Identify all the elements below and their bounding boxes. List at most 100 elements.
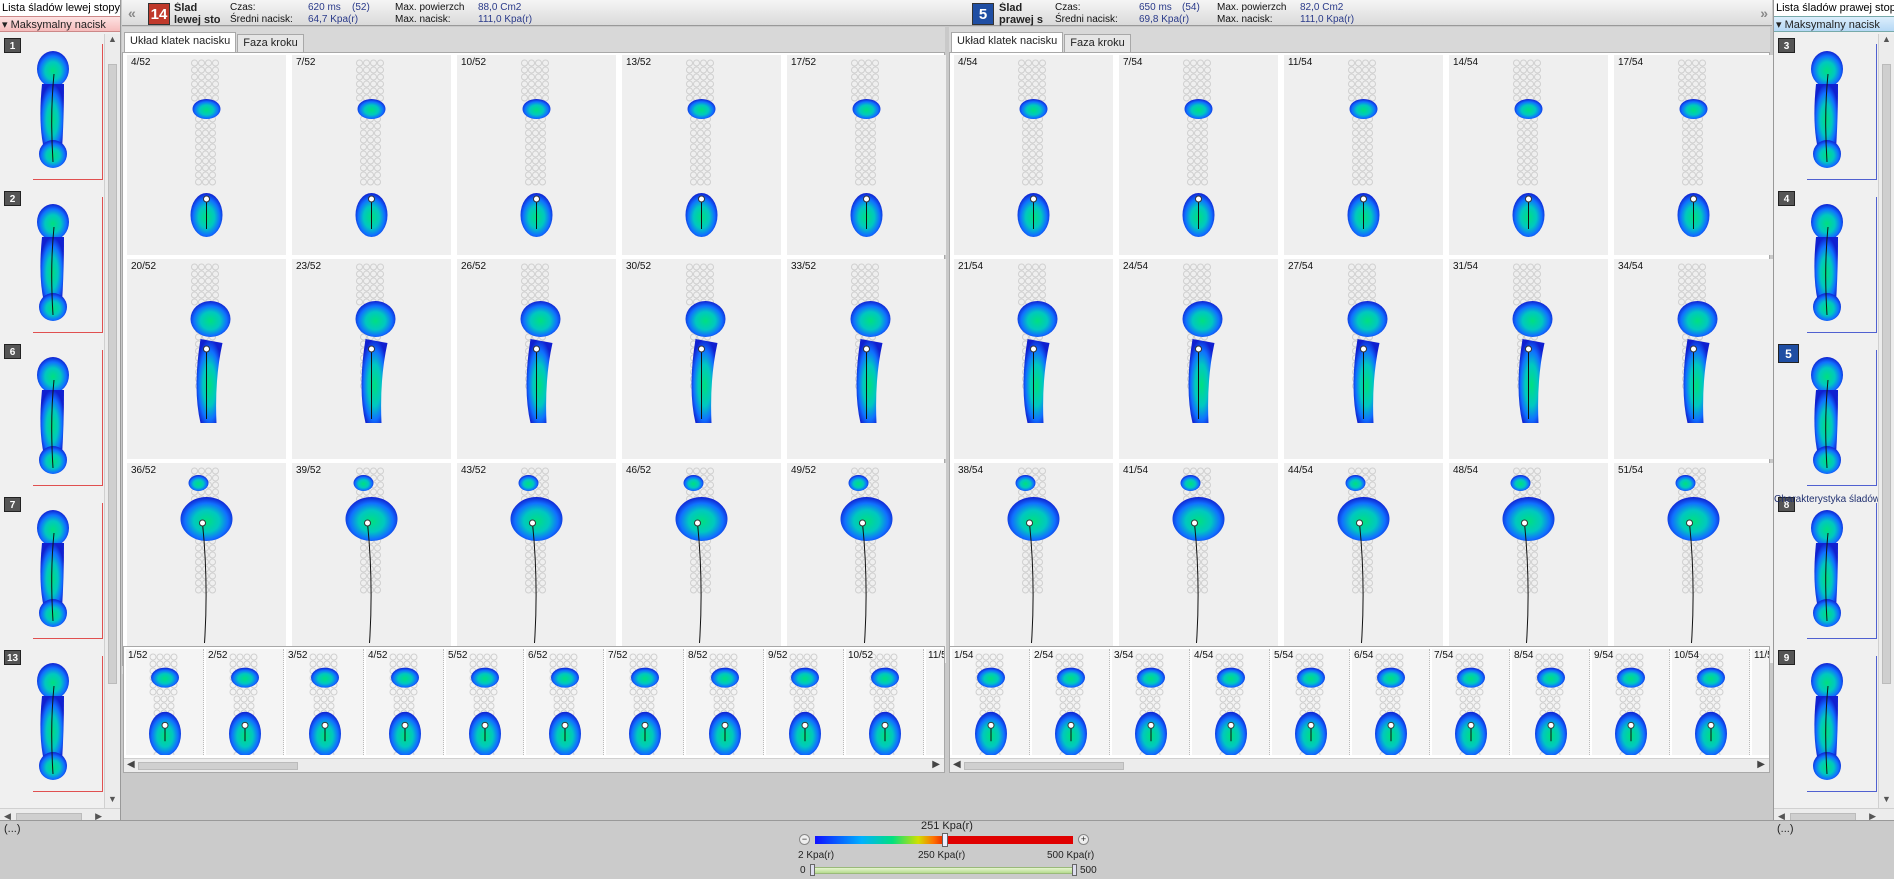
tab-frame-layout[interactable]: Układ klatek nacisku <box>951 32 1064 52</box>
pressure-frame[interactable]: 34/54 <box>1614 259 1773 459</box>
previous-footprint-icon[interactable]: « <box>128 5 136 21</box>
right-list-vscrollbar[interactable]: ▲ ▼ <box>1878 34 1894 808</box>
increase-icon[interactable]: + <box>1078 834 1089 845</box>
footprint-thumbnail[interactable]: 7 <box>0 493 104 643</box>
strip-frame[interactable]: 3/54 <box>1112 649 1190 772</box>
left-vscroll-thumb[interactable] <box>108 64 117 684</box>
strip-frame[interactable]: 1/54 <box>952 649 1030 772</box>
pressure-frame[interactable]: 36/52 <box>127 463 286 663</box>
pressure-frame[interactable]: 23/52 <box>292 259 451 459</box>
range-max-knob[interactable] <box>1072 864 1077 876</box>
pressure-frame[interactable]: 7/54 <box>1119 55 1278 255</box>
footprint-thumbnail[interactable]: 13 <box>0 646 104 796</box>
pressure-frame[interactable]: 20/52 <box>127 259 286 459</box>
scroll-left-icon[interactable]: ◀ <box>4 811 11 821</box>
strip-frame[interactable]: 8/52 <box>686 649 764 772</box>
footprint-thumbnail[interactable]: 4 <box>1774 187 1878 337</box>
pressure-frame[interactable]: 46/52 <box>622 463 781 663</box>
range-min-knob[interactable] <box>810 864 815 876</box>
pressure-frame[interactable]: 11/54 <box>1284 55 1443 255</box>
footprint-thumbnail[interactable]: 6 <box>0 340 104 490</box>
footprint-image <box>28 350 78 480</box>
footprint-thumbnail[interactable]: 1 <box>0 34 104 184</box>
footprint-thumbnail[interactable]: 3 <box>1774 34 1878 184</box>
pressure-frame[interactable]: 48/54 <box>1449 463 1608 663</box>
scroll-right-icon[interactable]: ▶ <box>932 759 940 770</box>
strip-frame[interactable]: 8/54 <box>1512 649 1590 772</box>
left-frame-strip[interactable]: 11/52 10/52 9/52 8/52 7/52 6/52 5/52 4/5… <box>123 646 945 773</box>
pressure-frame[interactable]: 44/54 <box>1284 463 1443 663</box>
strip-frame[interactable]: 11/54 <box>1752 649 1769 755</box>
pressure-frame[interactable]: 14/54 <box>1449 55 1608 255</box>
right-vscroll-thumb[interactable] <box>1882 64 1891 684</box>
pressure-range-slider[interactable] <box>811 867 1075 874</box>
strip-frame[interactable]: 4/54 <box>1192 649 1270 772</box>
footprint-thumbnail[interactable]: 2 <box>0 187 104 337</box>
footprint-thumbnail[interactable]: 8 <box>1774 493 1878 643</box>
pressure-scale-handle[interactable] <box>941 833 948 847</box>
strip-frame[interactable]: 7/52 <box>606 649 684 772</box>
scroll-left-icon[interactable]: ◀ <box>953 759 961 770</box>
pressure-frame[interactable]: 7/52 <box>292 55 451 255</box>
strip-frame[interactable]: 7/54 <box>1432 649 1510 772</box>
pressure-frame[interactable]: 33/52 <box>787 259 946 459</box>
pressure-frame[interactable]: 39/52 <box>292 463 451 663</box>
footprint-thumbnail[interactable]: 5 <box>1774 340 1878 490</box>
strip-frame[interactable]: 4/52 <box>366 649 444 772</box>
pressure-frame[interactable]: 31/54 <box>1449 259 1608 459</box>
strip-frame[interactable]: 11/52 <box>926 649 944 755</box>
strip-frame[interactable]: 10/52 <box>846 649 924 772</box>
right-list-mode-dropdown[interactable]: ▾ Maksymalny nacisk <box>1774 16 1894 32</box>
pressure-frame[interactable]: 38/54 <box>954 463 1113 663</box>
strip-frame[interactable]: 2/52 <box>206 649 284 772</box>
left-strip-hscrollbar[interactable]: ◀ ▶ <box>124 758 944 772</box>
strip-frame[interactable]: 3/52 <box>286 649 364 772</box>
pressure-frame[interactable]: 49/52 <box>787 463 946 663</box>
pressure-frame[interactable]: 17/52 <box>787 55 946 255</box>
right-frame-strip[interactable]: 11/54 10/54 9/54 8/54 7/54 6/54 5/54 4/5… <box>949 646 1770 773</box>
strip-frame[interactable]: 5/54 <box>1272 649 1350 772</box>
strip-frame[interactable]: 2/54 <box>1032 649 1110 772</box>
scroll-right-icon[interactable]: ▶ <box>1869 811 1876 821</box>
strip-frame[interactable]: 1/52 <box>126 649 204 772</box>
scroll-left-icon[interactable]: ◀ <box>127 759 135 770</box>
right-strip-scroll-thumb[interactable] <box>964 762 1124 770</box>
left-strip-scroll-thumb[interactable] <box>138 762 298 770</box>
scroll-right-icon[interactable]: ▶ <box>95 811 102 821</box>
pressure-frame[interactable]: 4/52 <box>127 55 286 255</box>
pressure-frame[interactable]: 27/54 <box>1284 259 1443 459</box>
footprint-image <box>28 503 78 633</box>
strip-frame[interactable]: 9/52 <box>766 649 844 772</box>
next-footprint-icon[interactable]: » <box>1760 5 1768 21</box>
scroll-up-icon[interactable]: ▲ <box>1882 34 1891 44</box>
scroll-up-icon[interactable]: ▲ <box>108 34 117 44</box>
scroll-down-icon[interactable]: ▼ <box>1882 794 1891 804</box>
tab-step-phase[interactable]: Faza kroku <box>1064 34 1131 52</box>
decrease-icon[interactable]: − <box>799 834 810 845</box>
strip-frame[interactable]: 5/52 <box>446 649 524 772</box>
pressure-frame[interactable]: 41/54 <box>1119 463 1278 663</box>
tab-frame-layout[interactable]: Układ klatek nacisku <box>124 32 237 52</box>
strip-frame[interactable]: 6/52 <box>526 649 604 772</box>
pressure-frame[interactable]: 13/52 <box>622 55 781 255</box>
pressure-frame[interactable]: 26/52 <box>457 259 616 459</box>
pressure-frame[interactable]: 21/54 <box>954 259 1113 459</box>
pressure-frame[interactable]: 43/52 <box>457 463 616 663</box>
footprint-thumbnail[interactable]: 9 <box>1774 646 1878 796</box>
right-strip-hscrollbar[interactable]: ◀ ▶ <box>950 758 1769 772</box>
strip-frame[interactable]: 10/54 <box>1672 649 1750 772</box>
pressure-frame[interactable]: 51/54 <box>1614 463 1773 663</box>
pressure-frame[interactable]: 30/52 <box>622 259 781 459</box>
pressure-frame[interactable]: 4/54 <box>954 55 1113 255</box>
strip-frame[interactable]: 6/54 <box>1352 649 1430 772</box>
pressure-frame[interactable]: 17/54 <box>1614 55 1773 255</box>
scroll-down-icon[interactable]: ▼ <box>108 794 117 804</box>
strip-frame[interactable]: 9/54 <box>1592 649 1670 772</box>
left-list-mode-dropdown[interactable]: ▾ Maksymalny nacisk <box>0 16 120 32</box>
pressure-frame[interactable]: 10/52 <box>457 55 616 255</box>
pressure-frame[interactable]: 24/54 <box>1119 259 1278 459</box>
scroll-left-icon[interactable]: ◀ <box>1778 811 1785 821</box>
scroll-right-icon[interactable]: ▶ <box>1757 759 1765 770</box>
tab-step-phase[interactable]: Faza kroku <box>237 34 304 52</box>
left-list-vscrollbar[interactable]: ▲ ▼ <box>104 34 120 808</box>
